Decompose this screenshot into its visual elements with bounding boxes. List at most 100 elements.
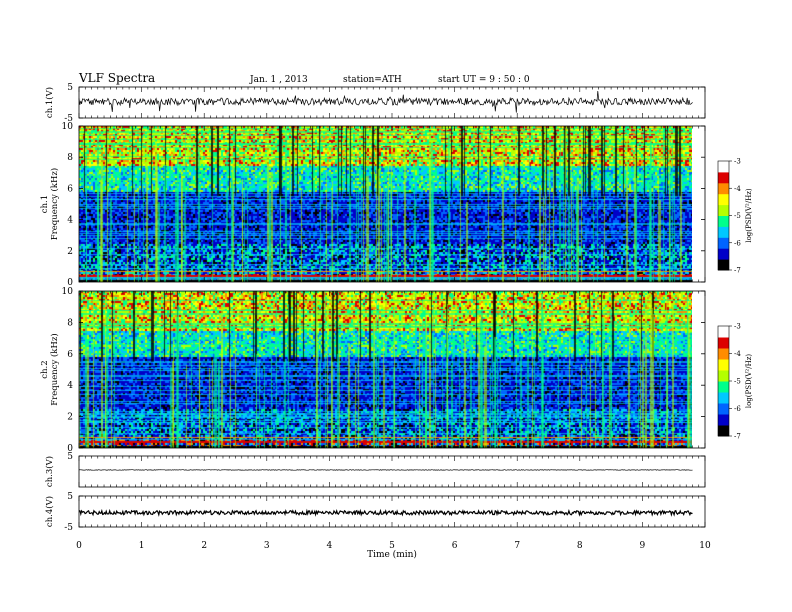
y-tick-label: 8 <box>67 318 73 328</box>
colorbar-swatch <box>718 408 729 411</box>
y-tick-label: 8 <box>67 153 73 163</box>
colorbar-swatch <box>718 364 729 367</box>
colorbar-swatch <box>718 344 729 347</box>
x-tick-label: 8 <box>577 541 583 551</box>
colorbar-swatch <box>718 215 729 218</box>
y-axis-label: ch.3(V) <box>44 456 55 487</box>
y-tick-label: 5 <box>67 492 73 502</box>
colorbar-swatch <box>718 264 729 267</box>
colorbar-swatch <box>718 426 729 430</box>
colorbar-swatch <box>718 161 729 164</box>
y-axis-label: Frequency (kHz) <box>49 333 60 405</box>
colorbar-swatch <box>718 226 729 229</box>
colorbar-swatch <box>718 173 729 177</box>
colorbar-swatch <box>718 210 729 213</box>
y-tick-label: 0 <box>67 444 73 454</box>
colorbar-tick-label: -6 <box>734 239 741 247</box>
colorbar-tick-label: -5 <box>734 378 741 386</box>
colorbar-swatch <box>718 255 729 258</box>
colorbar-swatch <box>718 393 729 397</box>
colorbar-swatch <box>718 382 729 386</box>
colorbar-swatch <box>718 260 729 264</box>
y-tick-label: 4 <box>67 216 73 226</box>
colorbar-swatch <box>718 359 729 362</box>
x-tick-label: 10 <box>699 541 711 551</box>
colorbar-swatch <box>718 240 729 244</box>
colorbar-swatch <box>718 164 729 167</box>
x-tick-label: 9 <box>640 541 646 551</box>
colorbar-swatch <box>718 362 729 365</box>
colorbar-swatch <box>718 412 729 415</box>
colorbar-swatch <box>718 329 729 332</box>
colorbar-swatch <box>718 340 729 343</box>
colorbar-swatch <box>718 375 729 378</box>
waveform-trace-0 <box>78 90 693 113</box>
colorbar-swatch <box>718 368 729 371</box>
colorbar-swatch <box>718 204 729 207</box>
y-tick-label: 2 <box>67 413 73 423</box>
y-axis-label: ch.1 <box>40 195 50 213</box>
x-tick-label: 3 <box>264 541 270 551</box>
station-label: station=ATH <box>343 75 402 85</box>
colorbar-swatch <box>718 235 729 238</box>
y-axis-label: ch.4(V) <box>44 496 55 527</box>
colorbar-swatch <box>718 401 729 404</box>
colorbar-swatch <box>718 170 729 173</box>
colorbar-swatch <box>718 423 729 426</box>
colorbar-swatch <box>718 388 729 391</box>
colorbar-swatch <box>718 171 729 175</box>
colorbar-swatch <box>718 373 729 376</box>
colorbar-swatch <box>718 206 729 209</box>
spectrogram-panel-2 <box>79 291 692 448</box>
colorbar-swatch <box>718 193 729 197</box>
spectrogram-panel-1 <box>79 126 692 282</box>
colorbar-swatch <box>718 257 729 260</box>
colorbar-swatch <box>718 384 729 387</box>
colorbar-swatch <box>718 177 729 180</box>
y-tick-label: -5 <box>64 523 73 533</box>
colorbar-swatch <box>718 179 729 182</box>
colorbar-swatch <box>718 162 729 166</box>
colorbar-swatch <box>718 242 729 246</box>
colorbar-swatch <box>718 335 729 338</box>
colorbar-swatch <box>718 415 729 419</box>
colorbar-swatch <box>718 246 729 249</box>
colorbar-swatch <box>718 219 729 222</box>
colorbar-swatch <box>718 333 729 336</box>
colorbar-swatch <box>718 381 729 384</box>
colorbar-swatch <box>718 190 729 193</box>
colorbar-swatch <box>718 432 729 435</box>
y-tick-label: 4 <box>67 381 73 391</box>
colorbar-swatch <box>718 248 729 251</box>
colorbar-swatch <box>718 253 729 256</box>
colorbar-label: log(PSD(V²/Hz) <box>745 188 753 243</box>
colorbar-swatch <box>718 366 729 369</box>
colorbar-swatch <box>718 175 729 178</box>
colorbar-tick-label: -3 <box>734 158 741 166</box>
colorbar-swatch <box>718 392 729 395</box>
colorbar-swatch <box>718 186 729 189</box>
colorbar-swatch <box>718 434 729 437</box>
colorbar-swatch <box>718 184 729 187</box>
colorbar-swatch <box>718 268 729 271</box>
y-tick-label: -5 <box>64 114 73 124</box>
y-tick-label: 6 <box>67 184 73 194</box>
colorbar-swatch <box>718 266 729 269</box>
colorbar-swatch <box>718 233 729 236</box>
colorbar-swatch <box>718 191 729 195</box>
colorbar-swatch <box>718 195 729 198</box>
colorbar-swatch <box>718 230 729 233</box>
colorbar-swatch <box>718 166 729 169</box>
colorbar-swatch <box>718 355 729 358</box>
colorbar-swatch <box>718 220 729 224</box>
colorbar-swatch <box>718 360 729 364</box>
colorbar-swatch <box>718 237 729 240</box>
colorbar-swatch <box>718 357 729 360</box>
y-axis-label: ch.1(V) <box>44 87 55 118</box>
colorbar-swatch <box>718 379 729 382</box>
y-tick-label: 2 <box>67 247 73 257</box>
colorbar-swatch <box>718 404 729 408</box>
colorbar-swatch <box>718 326 729 329</box>
colorbar-swatch <box>718 251 729 255</box>
